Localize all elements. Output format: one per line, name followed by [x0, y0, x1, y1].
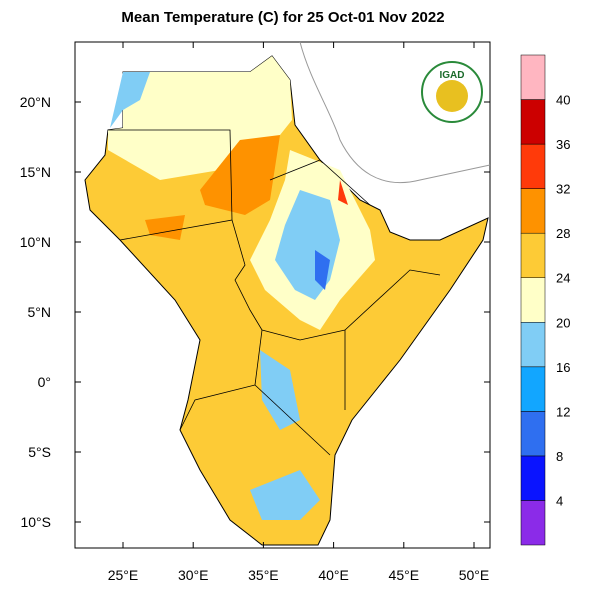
colorbar-label: 32	[556, 182, 570, 197]
colorbar-box	[520, 232, 546, 278]
y-tick-label: 10°N	[20, 234, 51, 250]
lake-region-cool-area	[260, 350, 300, 430]
colorbar-label: 40	[556, 93, 570, 108]
map-title: Mean Temperature (C) for 25 Oct-01 Nov 2…	[121, 9, 444, 26]
colorbar-box	[520, 500, 546, 546]
x-tick-label: 35°E	[248, 567, 279, 583]
colorbar-label: 36	[556, 137, 570, 152]
borders	[108, 129, 441, 456]
logo-globe	[436, 80, 468, 112]
colorbar-box	[520, 277, 546, 323]
colorbar-label: 28	[556, 226, 570, 241]
x-tick-label: 45°E	[389, 567, 420, 583]
y-tick-label: 20°N	[20, 94, 51, 110]
highland-coldest-area	[315, 250, 330, 290]
colorbar-box	[520, 366, 546, 412]
map-layer	[84, 41, 491, 546]
logo: IGAD	[421, 61, 483, 123]
hot-patch	[338, 180, 348, 205]
south-cool-area	[250, 470, 320, 520]
colorbar-box	[520, 322, 546, 368]
y-tick-label: 0°	[38, 374, 51, 390]
colorbar-label: 24	[556, 271, 570, 286]
colorbar-box	[520, 143, 546, 189]
colorbar-label: 16	[556, 360, 570, 375]
y-tick-label: 15°N	[20, 164, 51, 180]
colorbar-box	[520, 99, 546, 145]
colorbar-box	[520, 54, 546, 100]
x-tick-label: 25°E	[108, 567, 139, 583]
border	[269, 159, 371, 206]
border	[108, 129, 233, 241]
coastline	[299, 41, 491, 184]
cool-patch	[110, 72, 150, 128]
border	[254, 384, 331, 456]
colorbar-box	[520, 455, 546, 501]
colorbar-box	[520, 188, 546, 234]
y-tick-label: 10°S	[20, 514, 51, 530]
border	[179, 329, 263, 431]
border	[231, 219, 263, 331]
colorbar-label: 20	[556, 315, 570, 330]
colorbar-box	[520, 411, 546, 457]
x-tick-label: 50°E	[459, 567, 490, 583]
colorbar-label: 12	[556, 404, 570, 419]
warm-patch	[200, 135, 280, 215]
colorbar-label: 4	[556, 493, 563, 508]
x-tick-label: 40°E	[318, 567, 349, 583]
colorbar-label: 8	[556, 449, 563, 464]
y-tick-label: 5°N	[28, 304, 52, 320]
logo-text: IGAD	[440, 70, 465, 81]
y-tick-label: 5°S	[28, 444, 51, 460]
x-tick-label: 30°E	[178, 567, 209, 583]
